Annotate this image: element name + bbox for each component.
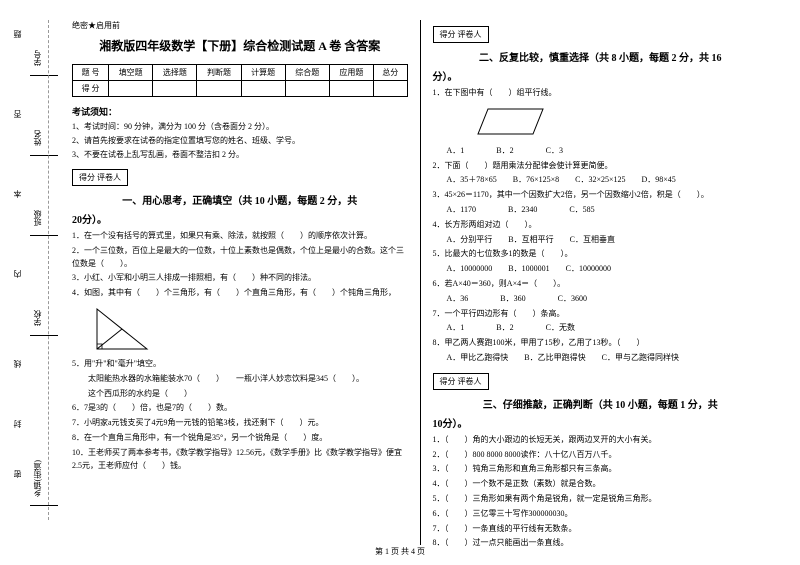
grader-box: 得分 评卷人: [72, 169, 128, 186]
q: 3．（ ）钝角三角形和直角三角形都只有三条高。: [433, 463, 769, 476]
side-label-id: 学号: [32, 50, 43, 66]
cell: [109, 81, 153, 97]
th: 判断题: [197, 65, 241, 81]
side-label-name: 姓名: [32, 130, 43, 146]
side-marker: 本: [12, 190, 23, 198]
q: 7．（ ）一条直线的平行线有无数条。: [433, 523, 769, 536]
q: 1．在下图中有（ ）组平行线。: [433, 87, 769, 100]
section3-title: 三、仔细推敲，正确判断（共 10 小题，每题 1 分，共: [433, 396, 769, 411]
th: 总分: [373, 65, 407, 81]
cell: [241, 81, 285, 97]
q: 8．在一个直角三角形中，有一个锐角是35°，另一个锐角是（ ）度。: [72, 432, 408, 445]
side-line: [30, 235, 58, 236]
q: 7．小明家a元钱支买了4元9角一元钱的铅笔3枝，找还剩下（ ）元。: [72, 417, 408, 430]
q: 6．7是3的（ ）倍，也是7的（ ）数。: [72, 402, 408, 415]
q: 4．如图，其中有（ ）个三角形，有（ ）个直角三角形，有（ ）个钝角三角形，: [72, 287, 408, 300]
side-marker: 题: [12, 30, 23, 38]
q: 6．（ ）三亿零三十写作300000030。: [433, 508, 769, 521]
side-marker: 线: [12, 360, 23, 368]
q: 6．若A×40＝360，则A×4＝（ ）。: [433, 278, 769, 291]
cell: [329, 81, 373, 97]
opts: A．1 B．2 C．3: [433, 145, 769, 158]
side-label-town: 乡镇(街道): [32, 460, 43, 497]
fold-line: [48, 20, 49, 520]
right-column: 得分 评卷人 二、反复比较，慎重选择（共 8 小题，每题 2 分，共 16 分）…: [420, 20, 781, 545]
q: 5．（ ）三角形如果有两个角是锐角，就一定是锐角三角形。: [433, 493, 769, 506]
side-line: [30, 335, 58, 336]
th: 题 号: [73, 65, 109, 81]
triangle-figure: [92, 304, 152, 354]
q: 太阳能热水器的水箱能装水70（ ） 一瓶小洋人妙恋饮料是345（ ）。: [72, 373, 408, 386]
th: 选择题: [153, 65, 197, 81]
q: 4．长方形两组对边（ ）。: [433, 219, 769, 232]
side-line: [30, 155, 58, 156]
section1-title: 一、用心思考，正确填空（共 10 小题，每题 2 分，共: [72, 192, 408, 207]
cell: [153, 81, 197, 97]
q: 2．下面（ ）题用乘法分配律会使计算更简便。: [433, 160, 769, 173]
page-footer: 第 1 页 共 4 页: [0, 546, 800, 557]
q: 3．小红、小军和小明三人排成一排照相，有（ ）种不同的排法。: [72, 272, 408, 285]
q: 3．45×26＝1170，其中一个因数扩大2倍，另一个因数缩小2倍，积是（ ）。: [433, 189, 769, 202]
q: 5．比最大的七位数多1的数是（ ）。: [433, 248, 769, 261]
parallelogram-figure: [473, 104, 769, 141]
row-label: 得 分: [73, 81, 109, 97]
notice-title: 考试须知：: [72, 105, 408, 118]
side-line: [30, 505, 58, 506]
side-line: [30, 75, 58, 76]
th: 计算题: [241, 65, 285, 81]
side-marker: 否: [12, 110, 23, 118]
exam-title: 湘教版四年级数学【下册】综合检测试题 A 卷 含答案: [72, 37, 408, 54]
q: 2．一个三位数，百位上是最大的一位数，十位上素数也是偶数，个位上是最小的合数。这…: [72, 245, 408, 271]
q: 8．甲乙两人赛跑100米，甲用了15秒，乙用了13秒。（ ）: [433, 337, 769, 350]
q: 这个西瓜形的水约是（ ）: [72, 388, 408, 401]
notice-item: 3、不要在试卷上乱写乱画，卷面不整洁扣 2 分。: [72, 149, 408, 161]
side-marker: 内: [12, 270, 23, 278]
q: 10．王老师买了两本参考书，《数学教学指导》12.56元，《数学手册》比《数学教…: [72, 447, 408, 473]
section2-title: 二、反复比较，慎重选择（共 8 小题，每题 2 分，共 16: [433, 49, 769, 64]
q: 1．在一个没有括号的算式里，如果只有乘、除法，就按照（ ）的顺序依次计算。: [72, 230, 408, 243]
score-table: 题 号 填空题 选择题 判断题 计算题 综合题 应用题 总分 得 分: [72, 64, 408, 97]
section2-cont: 分）。: [433, 68, 769, 83]
section1-cont: 20分）。: [72, 211, 408, 226]
q: 4．（ ）一个数不是正数（素数）就是合数。: [433, 478, 769, 491]
grader-box: 得分 评卷人: [433, 26, 489, 43]
side-marker: 密: [12, 470, 23, 478]
side-marker: 封: [12, 420, 23, 428]
th: 综合题: [285, 65, 329, 81]
section3-cont: 10分）。: [433, 415, 769, 430]
opts: A．10000000 B．1000001 C．10000000: [433, 263, 769, 276]
q: 5．用"升"和"毫升"填空。: [72, 358, 408, 371]
opts: A．甲比乙跑得快 B．乙比甲跑得快 C．甲与乙跑得同样快: [433, 352, 769, 365]
side-label-class: 班级: [32, 210, 43, 226]
page-container: 绝密★启用前 湘教版四年级数学【下册】综合检测试题 A 卷 含答案 题 号 填空…: [0, 0, 800, 545]
q: 1．（ ）角的大小跟边的长短无关，跟两边叉开的大小有关。: [433, 434, 769, 447]
q: 7．一个平行四边形有（ ）条高。: [433, 308, 769, 321]
grader-box: 得分 评卷人: [433, 373, 489, 390]
notice-item: 1、考试时间：90 分钟，满分为 100 分（含卷面分 2 分）。: [72, 121, 408, 133]
cell: [197, 81, 241, 97]
th: 填空题: [109, 65, 153, 81]
opts: A．1170 B．2340 C．585: [433, 204, 769, 217]
confidential-label: 绝密★启用前: [72, 20, 408, 31]
q: 2．（ ）800 8000 8000读作：八十亿八百万八千。: [433, 449, 769, 462]
side-label-school: 学校: [32, 310, 43, 326]
cell: [373, 81, 407, 97]
left-column: 绝密★启用前 湘教版四年级数学【下册】综合检测试题 A 卷 含答案 题 号 填空…: [60, 20, 420, 545]
notice-item: 2、请首先按要求在试卷的指定位置填写您的姓名、班级、学号。: [72, 135, 408, 147]
th: 应用题: [329, 65, 373, 81]
notice-block: 考试须知： 1、考试时间：90 分钟，满分为 100 分（含卷面分 2 分）。 …: [72, 105, 408, 161]
opts: A．36 B．360 C．3600: [433, 293, 769, 306]
opts: A．1 B．2 C．无数: [433, 322, 769, 335]
opts: A．分别平行 B．互相平行 C．互相垂直: [433, 234, 769, 247]
opts: A．35＋78×65 B．76×125×8 C．32×25×125 D．98×4…: [433, 174, 769, 187]
cell: [285, 81, 329, 97]
